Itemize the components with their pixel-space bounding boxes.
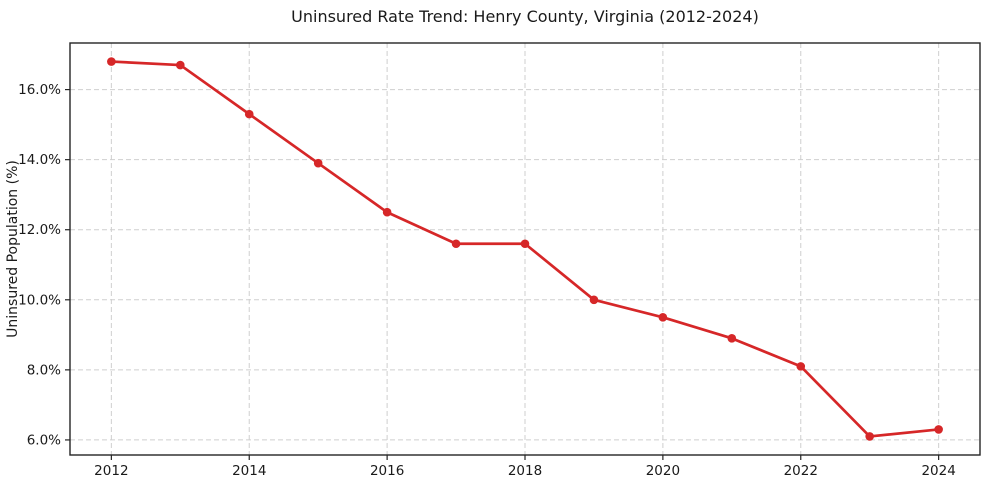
gridlines xyxy=(70,43,980,455)
data-point xyxy=(107,57,116,66)
y-tick-label: 12.0% xyxy=(18,222,61,238)
y-tick-label: 10.0% xyxy=(18,292,61,308)
plot-border xyxy=(69,42,981,456)
x-tick-label: 2022 xyxy=(784,463,818,479)
data-point xyxy=(176,60,185,70)
x-tick-label: 2018 xyxy=(508,463,542,479)
data-point xyxy=(727,334,737,343)
data-point xyxy=(796,362,806,371)
data-point xyxy=(865,432,874,441)
y-axis-label: Uninsured Population (%) xyxy=(5,160,21,338)
y-tick-label: 14.0% xyxy=(18,152,61,168)
chart-title: Uninsured Rate Trend: Henry County, Virg… xyxy=(291,7,759,26)
x-tick-label: 2016 xyxy=(370,463,404,479)
data-point xyxy=(658,313,668,322)
y-tick-label: 16.0% xyxy=(18,82,61,98)
data-point xyxy=(589,295,599,305)
data-point xyxy=(244,109,254,119)
data-point xyxy=(520,239,530,249)
axis-tick-labels: 2012 2014 2016 2018 2020 2022 2024 6.0% 8.0% 10.0… xyxy=(18,82,956,479)
x-tick-label: 2014 xyxy=(232,463,266,479)
data-point xyxy=(313,158,323,168)
y-tick-label: 8.0% xyxy=(27,362,61,378)
y-tick-label: 6.0% xyxy=(27,432,61,448)
data-point xyxy=(382,207,392,217)
data-point xyxy=(934,425,943,434)
axis-ticks xyxy=(65,88,940,460)
data-point xyxy=(451,239,461,249)
x-tick-label: 2012 xyxy=(94,463,128,479)
x-tick-label: 2020 xyxy=(646,463,680,479)
x-tick-label: 2024 xyxy=(921,463,955,479)
